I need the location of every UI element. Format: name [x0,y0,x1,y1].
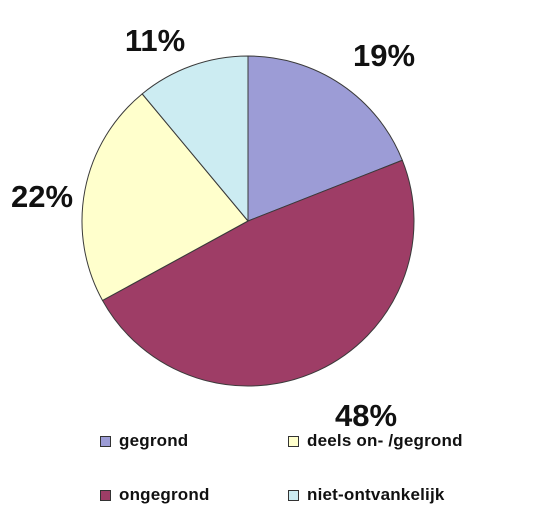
pie-labels: 19% 48% 22% 11% [11,23,415,433]
pie-label-deels-on-gegrond: 22% [11,179,73,214]
pie-slice-deels-on-gegrond [81,93,249,301]
pie-slice-niet-ontvankelijk [141,55,249,222]
pie-label-niet-ontvankelijk: 11% [125,23,185,58]
pie-slices [81,55,415,387]
pie-slice-gegrond [247,55,403,222]
pie-label-ongegrond: 48% [335,398,397,433]
pie-slice-ongegrond [102,159,415,387]
pie-label-gegrond: 19% [353,38,415,73]
